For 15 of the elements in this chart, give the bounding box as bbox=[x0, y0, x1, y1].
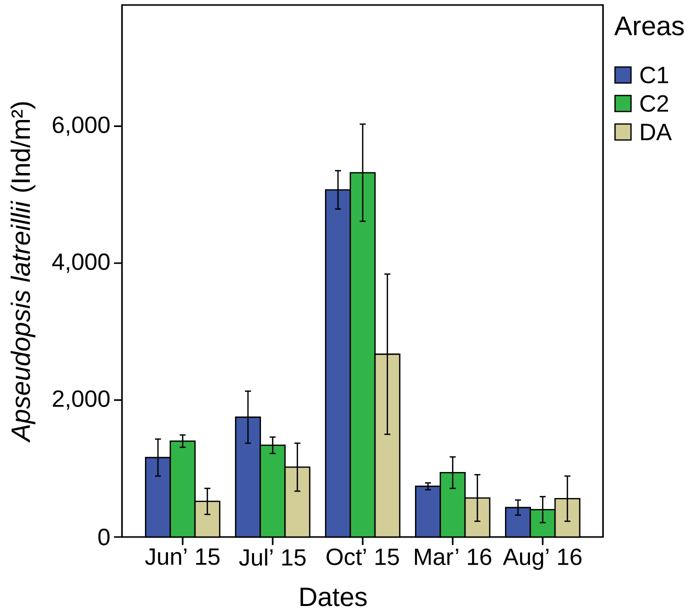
x-tick-label: Jul’ 15 bbox=[239, 548, 306, 566]
x-axis-title: Dates bbox=[300, 588, 367, 606]
legend-label: C1 bbox=[640, 66, 668, 84]
x-tick-label: Oct’ 15 bbox=[326, 548, 399, 566]
legend-title: Areas bbox=[614, 16, 684, 36]
x-tick-label: Mar’ 16 bbox=[415, 548, 492, 566]
y-tick-label: 0 bbox=[98, 528, 110, 546]
legend-label: DA bbox=[641, 124, 672, 140]
x-tick-label: Jun’ 15 bbox=[145, 548, 220, 565]
y-tick-label: 4,000 bbox=[52, 253, 110, 273]
y-tick-label: 2,000 bbox=[52, 390, 110, 410]
y-axis-title: Apseudopsis latreillii (Ind/m²) bbox=[10, 102, 36, 443]
legend-label: C2 bbox=[640, 95, 668, 112]
y-tick-label: 6,000 bbox=[52, 116, 110, 136]
x-tick-label: Aug’ 16 bbox=[502, 548, 582, 570]
